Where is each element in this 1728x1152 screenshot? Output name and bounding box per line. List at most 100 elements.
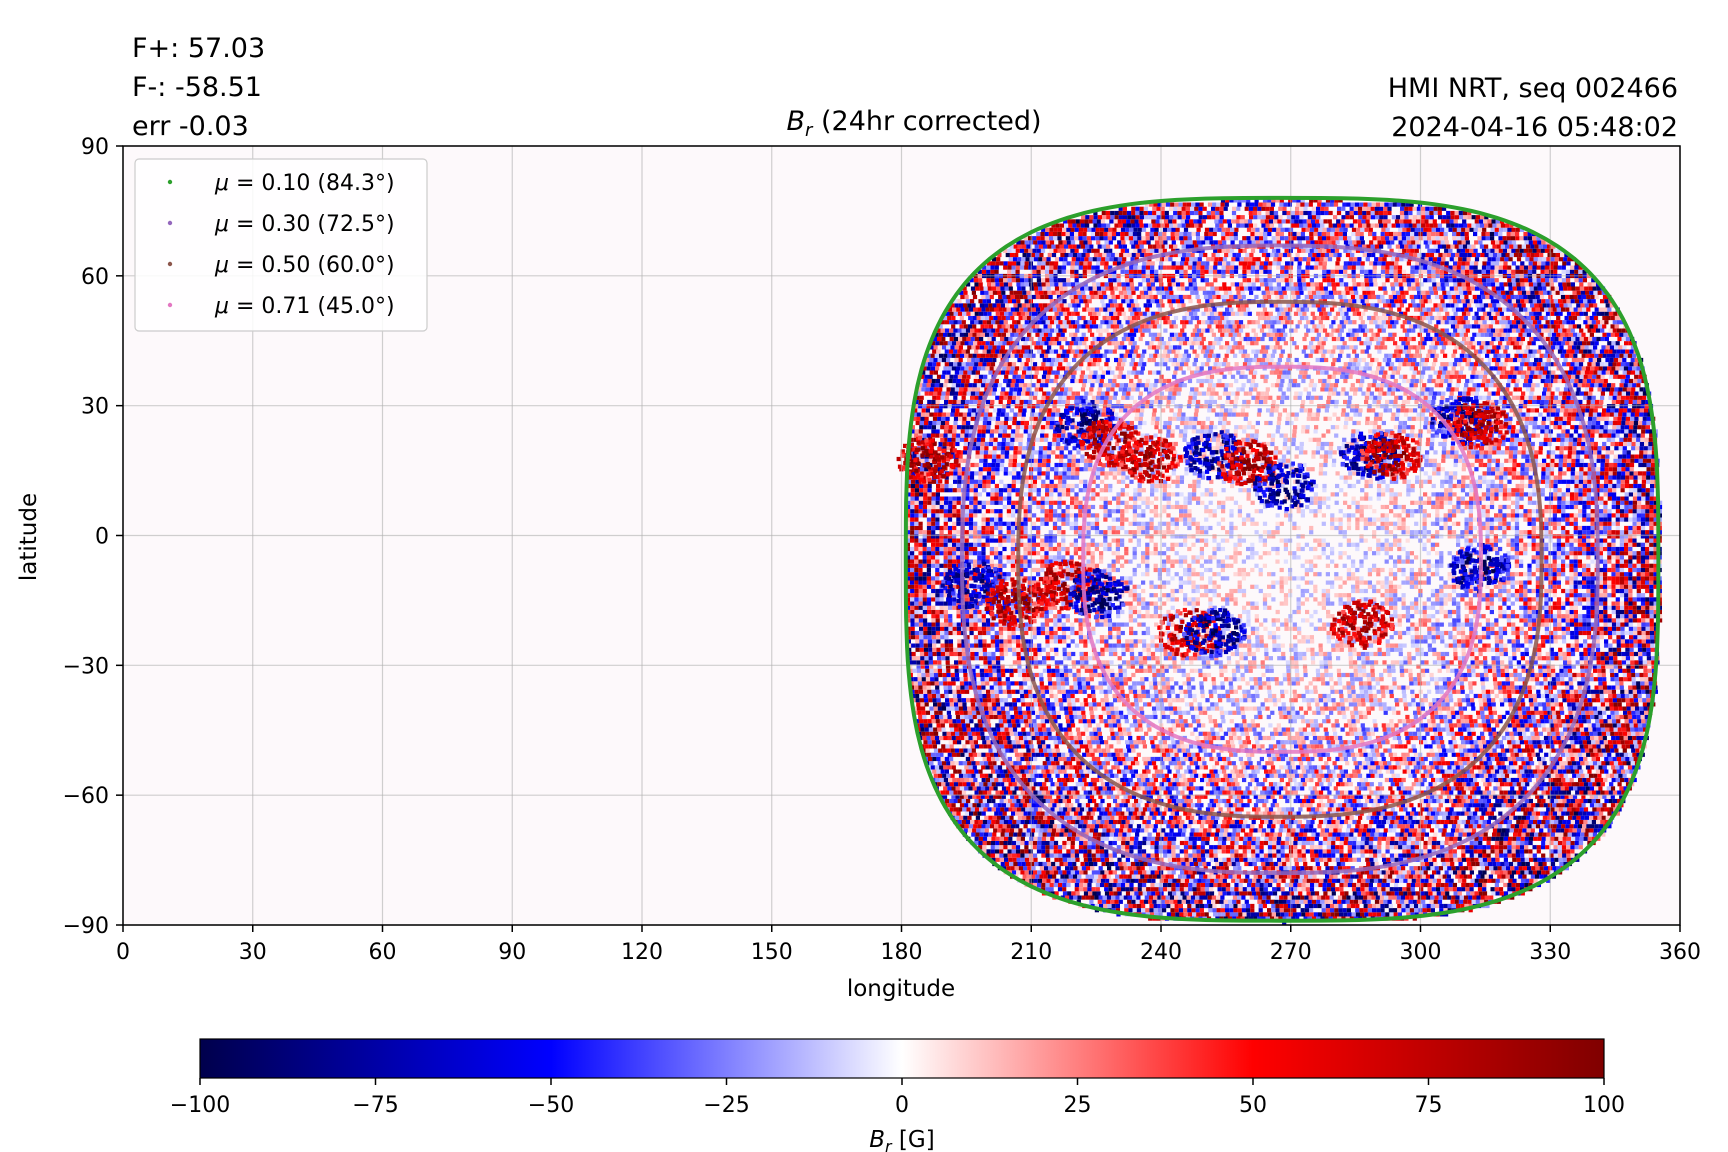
magnetogram-pixel	[1171, 849, 1175, 853]
magnetogram-pixel	[1580, 761, 1584, 765]
magnetogram-pixel	[1365, 841, 1369, 845]
magnetogram-pixel	[943, 765, 947, 769]
magnetogram-pixel	[1113, 891, 1117, 895]
magnetogram-pixel	[1176, 858, 1180, 862]
magnetogram-pixel	[1339, 845, 1343, 849]
magnetogram-pixel	[1425, 816, 1429, 820]
magnetogram-pixel	[965, 812, 969, 816]
magnetogram-pixel	[990, 765, 994, 769]
magnetogram-pixel	[1130, 841, 1134, 845]
magnetogram-pixel	[1563, 858, 1567, 862]
magnetogram-pixel	[1606, 761, 1610, 765]
magnetogram-pixel	[1519, 753, 1523, 757]
magnetogram-pixel	[1442, 833, 1446, 837]
magnetogram-pixel	[1020, 841, 1024, 845]
magnetogram-pixel	[1366, 816, 1370, 820]
magnetogram-pixel	[1553, 824, 1557, 828]
magnetogram-pixel	[1523, 812, 1527, 816]
magnetogram-pixel	[1003, 812, 1007, 816]
magnetogram-pixel	[959, 749, 963, 753]
magnetogram-pixel	[1414, 765, 1418, 769]
magnetogram-pixel	[1091, 824, 1095, 828]
magnetogram-pixel	[1055, 744, 1059, 748]
magnetogram-pixel	[1585, 761, 1589, 765]
magnetogram-pixel	[1529, 854, 1533, 858]
magnetogram-pixel	[1459, 875, 1463, 879]
magnetogram-pixel	[1504, 791, 1508, 795]
magnetogram-pixel	[1072, 833, 1076, 837]
magnetogram-pixel	[1050, 849, 1054, 853]
magnetogram-pixel	[1079, 841, 1083, 845]
magnetogram-pixel	[1301, 908, 1305, 912]
magnetogram-pixel	[1144, 816, 1148, 820]
magnetogram-pixel	[1022, 816, 1026, 820]
magnetogram-pixel	[1390, 841, 1394, 845]
magnetogram-pixel	[1468, 875, 1472, 879]
magnetogram-pixel	[1456, 753, 1460, 757]
magnetogram-pixel	[1546, 799, 1550, 803]
magnetogram-pixel	[1129, 849, 1133, 853]
magnetogram-pixel	[1022, 862, 1026, 866]
magnetogram-pixel	[1042, 744, 1046, 748]
magnetogram-pixel	[1509, 761, 1513, 765]
magnetogram-pixel	[1478, 841, 1482, 845]
magnetogram-pixel	[1140, 828, 1144, 832]
magnetogram-pixel	[1308, 875, 1312, 879]
magnetogram-pixel	[1173, 749, 1177, 753]
magnetogram-pixel	[1218, 841, 1222, 845]
magnetogram-pixel	[1210, 891, 1214, 895]
magnetogram-pixel	[1093, 761, 1097, 765]
magnetogram-pixel	[1229, 803, 1233, 807]
magnetogram-pixel	[1557, 812, 1561, 816]
magnetogram-pixel	[1220, 900, 1224, 904]
magnetogram-pixel	[1272, 849, 1276, 853]
magnetogram-pixel	[1255, 912, 1259, 916]
magnetogram-pixel	[1048, 765, 1052, 769]
magnetogram-pixel	[1340, 782, 1344, 786]
magnetogram-pixel	[1436, 845, 1440, 849]
magnetogram-pixel	[1282, 807, 1286, 811]
magnetogram-pixel	[1447, 786, 1451, 790]
magnetogram-pixel	[1188, 883, 1192, 887]
magnetogram-pixel	[1403, 870, 1407, 874]
magnetogram-pixel	[1451, 803, 1455, 807]
magnetogram-pixel	[1165, 875, 1169, 879]
magnetogram-pixel	[1284, 824, 1288, 828]
magnetogram-pixel	[1543, 761, 1547, 765]
magnetogram-pixel	[1516, 849, 1520, 853]
magnetogram-pixel	[1302, 858, 1306, 862]
magnetogram-pixel	[1474, 799, 1478, 803]
magnetogram-pixel	[1000, 782, 1004, 786]
magnetogram-pixel	[1150, 883, 1154, 887]
magnetogram-pixel	[1263, 765, 1267, 769]
magnetogram-pixel	[1204, 896, 1208, 900]
magnetogram-pixel	[1305, 778, 1309, 782]
magnetogram-pixel	[1593, 761, 1597, 765]
magnetogram-pixel	[1373, 912, 1377, 916]
magnetogram-pixel	[1368, 765, 1372, 769]
magnetogram-pixel	[1008, 849, 1012, 853]
magnetogram-pixel	[1401, 828, 1405, 832]
magnetogram-pixel	[1166, 896, 1170, 900]
magnetogram-pixel	[1114, 833, 1118, 837]
magnetogram-pixel	[1225, 765, 1229, 769]
magnetogram-pixel	[971, 807, 975, 811]
magnetogram-pixel	[1495, 849, 1499, 853]
magnetogram-pixel	[967, 816, 971, 820]
magnetogram-pixel	[1606, 749, 1610, 753]
magnetogram-pixel	[1503, 841, 1507, 845]
magnetogram-pixel	[1257, 761, 1261, 765]
magnetogram-pixel	[1106, 833, 1110, 837]
magnetogram-pixel	[1617, 757, 1621, 761]
magnetogram-pixel	[1402, 845, 1406, 849]
magnetogram-pixel	[1227, 807, 1231, 811]
magnetogram-pixel	[1480, 774, 1484, 778]
magnetogram-pixel	[1160, 744, 1164, 748]
magnetogram-pixel	[1627, 761, 1631, 765]
magnetogram-pixel	[994, 786, 998, 790]
magnetogram-pixel	[977, 753, 981, 757]
magnetogram-pixel	[1371, 875, 1375, 879]
magnetogram-pixel	[1612, 778, 1616, 782]
magnetogram-pixel	[1306, 770, 1310, 774]
magnetogram-pixel	[1037, 841, 1041, 845]
